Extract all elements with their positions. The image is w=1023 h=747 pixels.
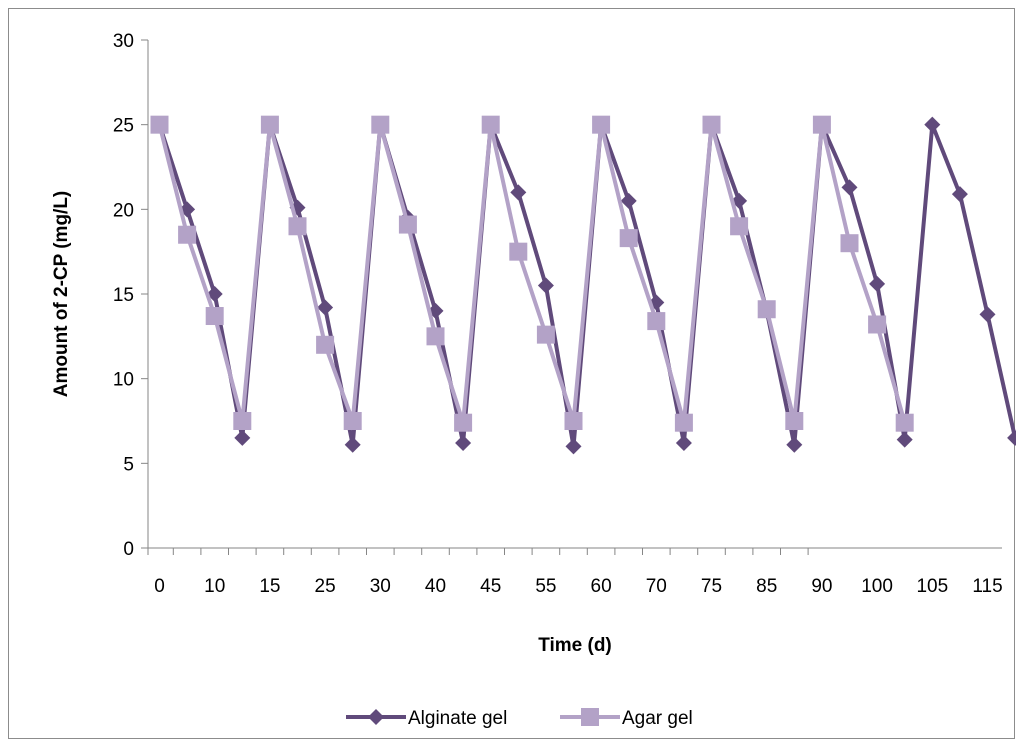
x-tick-label: 0	[154, 576, 165, 597]
y-tick-label: 30	[113, 31, 134, 52]
y-axis: 0 5 10 15 20 25 30	[113, 31, 149, 560]
data-point-square	[150, 115, 169, 134]
data-point-square	[674, 413, 693, 432]
data-point-square	[205, 307, 224, 326]
x-tick-label: 60	[591, 576, 612, 597]
data-point-square	[233, 412, 252, 430]
y-axis-title: Amount of 2-CP (mg/L)	[51, 191, 72, 398]
x-tick-label: 75	[701, 576, 722, 597]
series-agar-gel	[150, 115, 914, 432]
data-point-diamond	[537, 277, 554, 294]
line-chart: 0 5 10 15 20 25 30 0 10 15 25 30 40 45 55 60 70 75 85 90 10…	[51, 31, 1016, 729]
data-point-square	[509, 242, 528, 261]
data-point-square	[647, 312, 666, 331]
data-point-square	[895, 413, 914, 432]
y-tick-label: 0	[123, 539, 134, 560]
data-point-square	[426, 327, 445, 346]
data-point-square	[398, 215, 417, 234]
data-point-square	[840, 234, 859, 253]
legend-marker-diamond	[368, 709, 384, 725]
data-point-square	[371, 115, 390, 134]
y-tick-label: 10	[113, 370, 134, 391]
x-tick-label: 70	[646, 576, 667, 597]
series-line	[157, 122, 907, 425]
data-point-diamond	[317, 299, 334, 316]
data-point-diamond	[620, 192, 637, 209]
legend-marker-square	[581, 708, 599, 726]
legend: Alginate gel Agar gel	[346, 708, 693, 729]
data-point-square	[868, 315, 887, 334]
data-point-square	[730, 217, 749, 236]
data-point-square	[454, 413, 473, 432]
data-point-square	[178, 225, 197, 244]
x-tick-label: 115	[972, 576, 1002, 597]
data-point-diamond	[510, 184, 527, 201]
legend-label: Alginate gel	[408, 708, 507, 729]
data-point-diamond	[951, 186, 968, 203]
data-point-square	[343, 412, 362, 430]
data-point-diamond	[455, 435, 472, 452]
y-tick-label: 25	[113, 116, 134, 137]
data-point-square	[288, 217, 307, 236]
data-point-square	[592, 115, 611, 134]
x-axis: 0 10 15 25 30 40 45 55 60 70 75 85 90 100 105 115	[147, 547, 1003, 597]
data-point-square	[564, 412, 583, 430]
x-tick-label: 55	[535, 576, 556, 597]
y-tick-label: 20	[113, 200, 134, 221]
chart-frame: 0 5 10 15 20 25 30 0 10 15 25 30 40 45 55 60 70 75 85 90 10…	[8, 8, 1016, 739]
data-point-diamond	[841, 179, 858, 196]
x-tick-label: 10	[204, 576, 225, 597]
data-point-diamond	[896, 431, 913, 448]
data-point-diamond	[1007, 429, 1016, 446]
x-tick-label: 85	[756, 576, 777, 597]
data-point-square	[316, 335, 335, 354]
data-point-diamond	[869, 275, 886, 292]
x-tick-label: 105	[916, 576, 948, 597]
data-point-diamond	[924, 116, 941, 133]
data-point-diamond	[786, 436, 803, 453]
data-point-square	[260, 115, 279, 134]
y-tick-label: 5	[123, 454, 134, 475]
legend-item: Agar gel	[560, 708, 693, 729]
x-tick-label: 90	[811, 576, 832, 597]
data-point-diamond	[979, 306, 996, 323]
legend-label: Agar gel	[622, 708, 693, 729]
data-point-square	[536, 325, 555, 344]
data-point-square	[702, 115, 721, 134]
data-point-square	[619, 229, 638, 248]
y-tick-label: 15	[113, 285, 134, 306]
data-point-diamond	[344, 436, 361, 453]
x-tick-label: 30	[370, 576, 391, 597]
data-point-diamond	[565, 438, 582, 455]
data-point-square	[785, 412, 804, 430]
data-point-square	[812, 115, 831, 134]
data-point-square	[481, 115, 500, 134]
data-point-square	[757, 300, 776, 319]
plot-series	[150, 115, 1016, 455]
x-tick-label: 40	[425, 576, 446, 597]
x-axis-title: Time (d)	[538, 635, 612, 656]
x-tick-label: 25	[315, 576, 336, 597]
x-tick-label: 100	[861, 576, 893, 597]
x-tick-label: 45	[480, 576, 501, 597]
data-point-diamond	[675, 435, 692, 452]
x-tick-label: 15	[259, 576, 280, 597]
data-point-diamond	[206, 286, 223, 302]
data-point-diamond	[234, 429, 251, 446]
legend-item: Alginate gel	[346, 708, 507, 729]
